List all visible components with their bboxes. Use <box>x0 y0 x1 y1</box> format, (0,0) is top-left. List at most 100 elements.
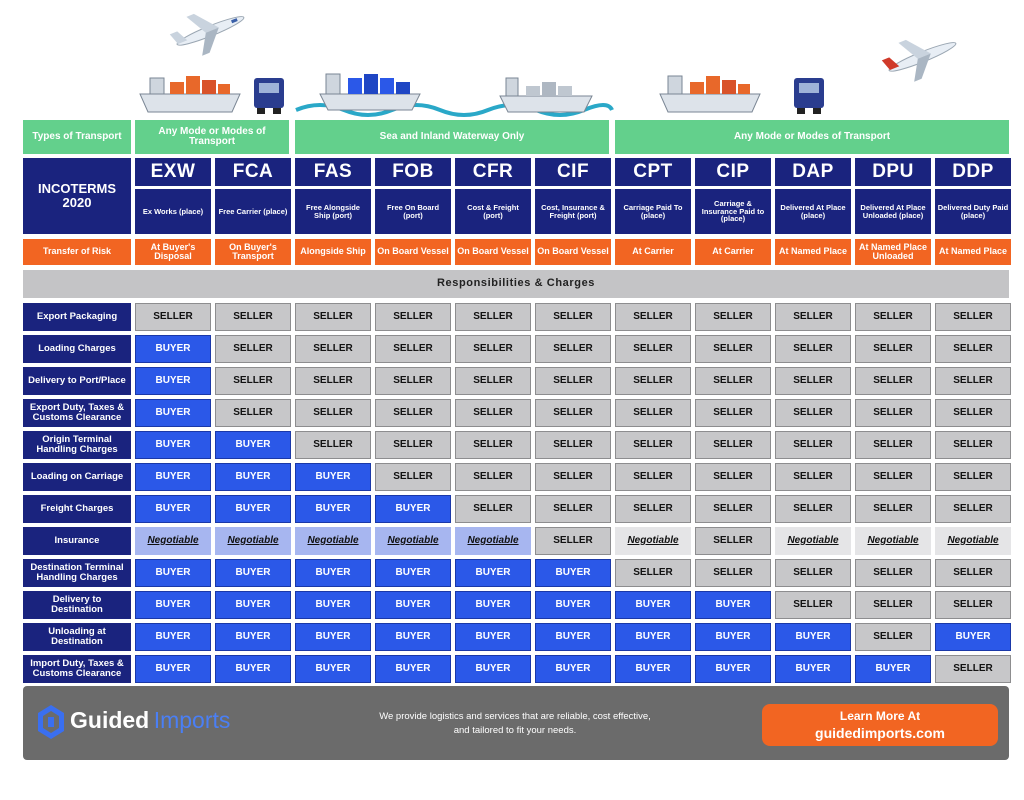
responsibility-cell: SELLER <box>535 527 611 555</box>
responsibility-cell: Negotiable <box>615 527 691 555</box>
footer-tagline-line-2: and tailored to fit your needs. <box>453 725 577 737</box>
incoterm-name-fca: Free Carrier (place) <box>215 189 291 234</box>
incoterm-code-fas: FAS <box>295 158 371 186</box>
responsibility-cell: SELLER <box>775 303 851 331</box>
responsibility-cell: SELLER <box>775 431 851 459</box>
responsibility-cell: BUYER <box>135 463 211 491</box>
responsibility-cell: SELLER <box>615 431 691 459</box>
risk-point-cpt: At Carrier <box>615 239 691 265</box>
responsibility-cell: SELLER <box>615 399 691 427</box>
responsibility-cell: SELLER <box>615 463 691 491</box>
responsibility-cell: SELLER <box>695 463 771 491</box>
responsibility-cell: Negotiable <box>135 527 211 555</box>
responsibility-cell: SELLER <box>535 431 611 459</box>
responsibility-cell: BUYER <box>455 591 531 619</box>
responsibility-cell: SELLER <box>455 303 531 331</box>
responsibility-cell: SELLER <box>855 559 931 587</box>
responsibility-cell: SELLER <box>535 495 611 523</box>
incoterm-code-dpu: DPU <box>855 158 931 186</box>
responsibility-cell: BUYER <box>775 623 851 651</box>
responsibility-cell: BUYER <box>455 655 531 683</box>
responsibility-cell: Negotiable <box>215 527 291 555</box>
responsibility-cell: SELLER <box>695 559 771 587</box>
incoterm-name-fob: Free On Board (port) <box>375 189 451 234</box>
incoterm-name-ddp: Delivered Duty Paid (place) <box>935 189 1011 234</box>
responsibility-cell: SELLER <box>615 303 691 331</box>
guided-imports-logo-icon <box>38 705 64 739</box>
transport-illustrations <box>139 13 957 117</box>
learn-more-button[interactable]: Learn More At guidedimports.com <box>762 704 998 746</box>
container-ship-icon <box>499 77 593 113</box>
responsibility-cell: BUYER <box>135 367 211 395</box>
responsibility-cell: BUYER <box>295 463 371 491</box>
responsibility-cell: SELLER <box>535 367 611 395</box>
responsibility-cell: SELLER <box>455 335 531 363</box>
responsibility-cell: SELLER <box>535 463 611 491</box>
learn-more-label: Learn More At <box>839 709 921 723</box>
container-ship-icon <box>659 75 761 113</box>
responsibility-cell: BUYER <box>215 623 291 651</box>
responsibility-cell: BUYER <box>135 399 211 427</box>
responsibility-cell: BUYER <box>215 495 291 523</box>
responsibility-cell: SELLER <box>375 463 451 491</box>
responsibility-cell: SELLER <box>455 495 531 523</box>
responsibility-cell: BUYER <box>455 623 531 651</box>
responsibility-cell: SELLER <box>855 623 931 651</box>
transport-any-mode-2: Any Mode or Modes of Transport <box>615 120 1009 154</box>
responsibility-cell: BUYER <box>935 623 1011 651</box>
responsibility-cell: SELLER <box>295 303 371 331</box>
responsibility-cell: BUYER <box>535 591 611 619</box>
responsibility-cell: Negotiable <box>455 527 531 555</box>
responsibility-cell: SELLER <box>375 335 451 363</box>
risk-point-cif: On Board Vessel <box>535 239 611 265</box>
responsibility-cell: Negotiable <box>855 527 931 555</box>
types-of-transport-label: Types of Transport <box>23 120 131 154</box>
risk-point-dap: At Named Place <box>775 239 851 265</box>
row-label: Delivery to Port/Place <box>23 367 131 395</box>
risk-point-exw: At Buyer's Disposal <box>135 239 211 265</box>
footer-logo: Guided Imports <box>70 707 230 734</box>
responsibility-cell: SELLER <box>535 399 611 427</box>
incoterm-code-fob: FOB <box>375 158 451 186</box>
incoterm-code-cpt: CPT <box>615 158 691 186</box>
responsibility-cell: BUYER <box>695 655 771 683</box>
risk-point-cip: At Carrier <box>695 239 771 265</box>
responsibility-cell: BUYER <box>535 623 611 651</box>
responsibility-cell: SELLER <box>695 527 771 555</box>
responsibility-cell: BUYER <box>615 623 691 651</box>
responsibility-cell: SELLER <box>775 463 851 491</box>
responsibility-cell: SELLER <box>855 335 931 363</box>
responsibility-cell: SELLER <box>295 367 371 395</box>
airplane-icon <box>881 39 957 82</box>
responsibility-cell: SELLER <box>855 303 931 331</box>
responsibility-cell: BUYER <box>135 335 211 363</box>
responsibility-cell: SELLER <box>775 591 851 619</box>
incoterm-code-cfr: CFR <box>455 158 531 186</box>
row-label: Export Duty, Taxes & Customs Clearance <box>23 399 131 427</box>
responsibility-cell: BUYER <box>135 431 211 459</box>
responsibility-cell: SELLER <box>215 367 291 395</box>
incoterm-name-cfr: Cost & Freight (port) <box>455 189 531 234</box>
responsibility-cell: BUYER <box>455 559 531 587</box>
responsibility-cell: SELLER <box>695 367 771 395</box>
responsibility-cell: SELLER <box>695 303 771 331</box>
incoterms-title: INCOTERMS 2020 <box>23 158 131 234</box>
responsibility-cell: BUYER <box>855 655 931 683</box>
responsibility-cell: SELLER <box>935 591 1011 619</box>
responsibility-cell: SELLER <box>375 399 451 427</box>
responsibility-cell: SELLER <box>215 399 291 427</box>
incoterm-name-exw: Ex Works (place) <box>135 189 211 234</box>
risk-point-fob: On Board Vessel <box>375 239 451 265</box>
responsibility-cell: SELLER <box>295 399 371 427</box>
responsibility-cell: SELLER <box>455 431 531 459</box>
responsibility-cell: BUYER <box>535 655 611 683</box>
truck-icon <box>254 78 284 114</box>
row-label: Delivery to Destination <box>23 591 131 619</box>
responsibility-cell: SELLER <box>455 463 531 491</box>
responsibility-cell: SELLER <box>935 335 1011 363</box>
responsibility-cell: SELLER <box>935 495 1011 523</box>
learn-more-url: guidedimports.com <box>815 725 945 741</box>
footer-tagline-line-1: We provide logistics and services that a… <box>379 711 651 722</box>
airplane-icon <box>169 13 245 56</box>
responsibility-cell: BUYER <box>775 655 851 683</box>
